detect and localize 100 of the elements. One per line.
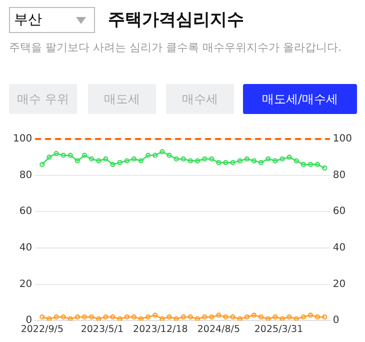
- point: [194, 158, 200, 164]
- text: 매도세: [88, 84, 156, 114]
- text: 부산: [14, 12, 42, 28]
- point: [223, 160, 228, 166]
- point: [166, 152, 172, 158]
- point: [82, 152, 88, 158]
- point: [131, 314, 136, 320]
- y-tick-label: 20: [19, 278, 32, 290]
- point: [216, 160, 222, 166]
- point: [286, 314, 292, 320]
- point: [223, 314, 228, 320]
- point: [68, 152, 73, 158]
- point: [315, 162, 320, 167]
- point: [110, 314, 116, 320]
- point: [60, 152, 66, 158]
- point: [160, 149, 165, 154]
- point: [46, 154, 52, 160]
- y-tick-label: 40: [19, 242, 32, 254]
- point: [266, 316, 271, 321]
- point: [280, 156, 285, 162]
- point: [124, 314, 130, 320]
- y-tick-label: 60: [19, 206, 32, 218]
- point: [258, 314, 264, 320]
- point: [138, 316, 144, 321]
- point: [180, 156, 186, 162]
- point: [209, 156, 214, 162]
- point: [54, 150, 59, 156]
- point: [294, 316, 299, 321]
- point: [40, 162, 45, 167]
- y2-tick-label: 100: [332, 134, 352, 145]
- point: [286, 154, 292, 160]
- point: [46, 316, 52, 321]
- point: [202, 314, 208, 320]
- point: [40, 314, 45, 320]
- text: 매수세: [166, 84, 234, 114]
- point: [54, 314, 59, 320]
- point: [180, 314, 186, 320]
- point: [237, 158, 242, 164]
- y2-tick-label: 40: [332, 242, 346, 254]
- x-tick-label: 2023/12/18: [133, 324, 188, 335]
- y-tick-label: 80: [19, 170, 32, 181]
- chart-subtitle: 주택을 팔기보다 사려는 심리가 클수록 매수우위지수가 올라갑니다.: [9, 40, 342, 56]
- point: [60, 314, 66, 320]
- chart-title: 주택가격심리지수: [108, 9, 244, 31]
- point: [300, 162, 306, 167]
- y-tick-label: 100: [12, 134, 32, 145]
- point: [131, 156, 136, 162]
- point: [146, 314, 151, 320]
- point: [322, 166, 328, 171]
- text: 매수 우위: [9, 84, 77, 114]
- point: [244, 314, 250, 320]
- point: [152, 152, 158, 158]
- point: [266, 156, 271, 162]
- point: [103, 156, 108, 162]
- x-tick-label: 2022/9/5: [20, 324, 64, 335]
- point: [294, 158, 299, 164]
- point: [188, 158, 193, 164]
- point: [272, 314, 278, 320]
- point: [216, 312, 222, 318]
- y-tick-label: 0: [26, 315, 32, 326]
- point: [280, 316, 285, 321]
- point: [117, 316, 122, 321]
- point: [230, 314, 236, 320]
- point: [146, 152, 151, 158]
- point: [315, 314, 320, 320]
- x-tick-label: 2025/3/31: [254, 324, 304, 335]
- point: [244, 156, 250, 162]
- point: [124, 158, 130, 164]
- y2-tick-label: 0: [332, 315, 340, 326]
- x-tick-label: 2024/8/5: [197, 324, 240, 335]
- point: [308, 162, 314, 167]
- x-tick-label: 2023/5/1: [80, 324, 124, 335]
- point: [237, 316, 242, 321]
- point: [74, 158, 80, 164]
- point: [138, 158, 144, 164]
- point: [117, 160, 122, 166]
- point: [202, 156, 208, 162]
- point: [166, 314, 172, 320]
- text: 매도세/매수세: [243, 84, 357, 114]
- point: [89, 156, 94, 162]
- point: [251, 312, 257, 318]
- point: [230, 160, 236, 166]
- point: [174, 156, 179, 162]
- point: [272, 158, 278, 164]
- point: [209, 314, 214, 320]
- point: [188, 314, 193, 320]
- point: [322, 314, 328, 320]
- point: [300, 314, 306, 320]
- point: [152, 312, 158, 318]
- point: [68, 316, 73, 321]
- point: [308, 312, 314, 318]
- point: [96, 158, 102, 164]
- y2-tick-label: 80: [332, 170, 346, 181]
- point: [110, 162, 116, 167]
- point: [258, 160, 264, 166]
- y2-tick-label: 60: [332, 206, 346, 218]
- point: [194, 316, 200, 321]
- point: [103, 314, 108, 320]
- y2-tick-label: 20: [332, 278, 346, 290]
- point: [74, 314, 80, 320]
